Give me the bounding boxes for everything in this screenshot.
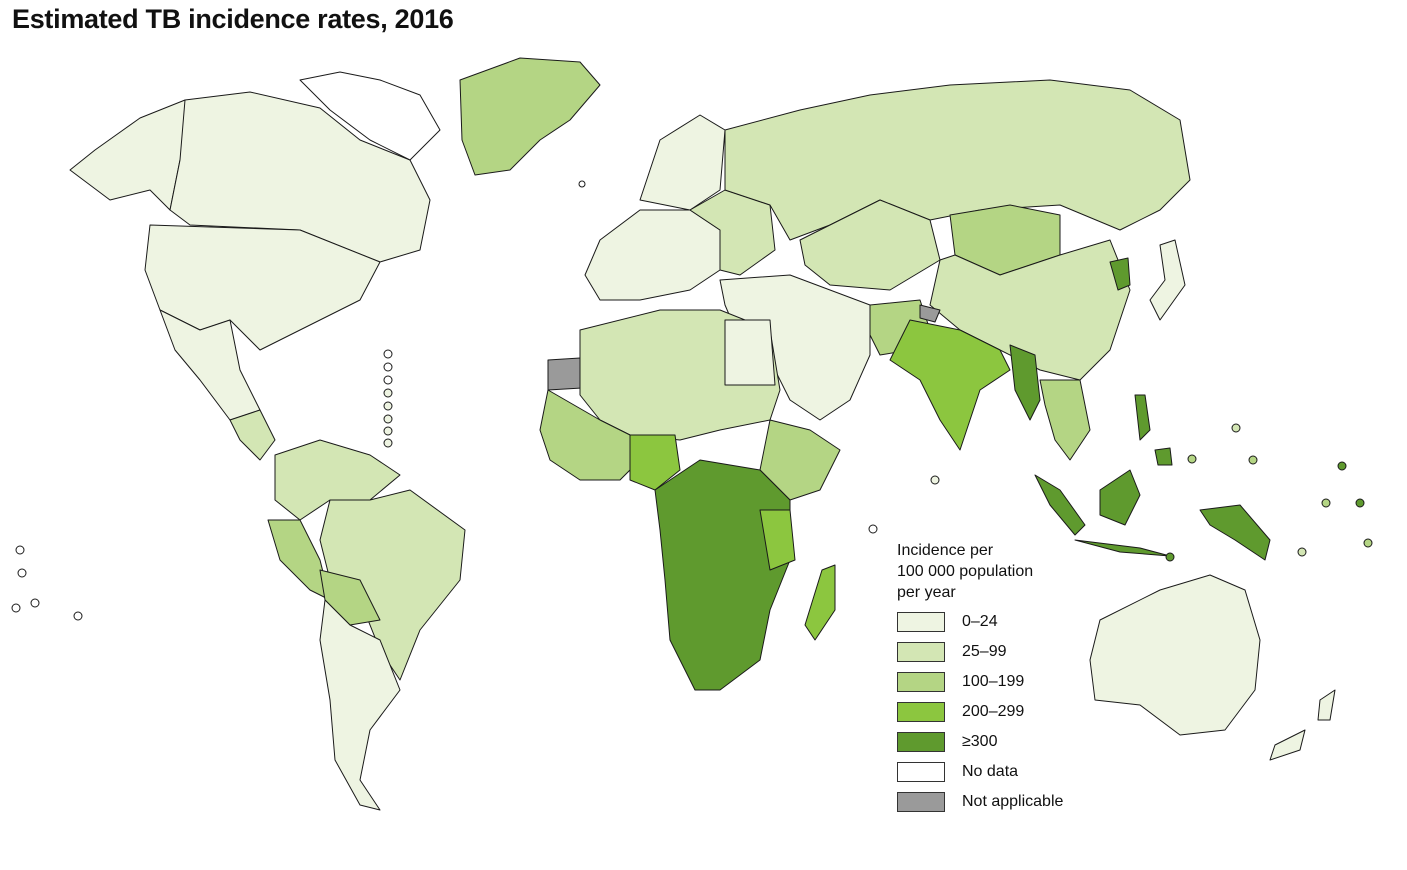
region-east-africa	[759, 509, 796, 571]
legend-title: Incidence per 100 000 population per yea…	[897, 542, 1034, 601]
legend-item: Not applicable	[897, 787, 1063, 817]
legend-item: 200–299	[897, 697, 1063, 727]
region-canada	[169, 91, 431, 263]
legend-label: 100–199	[962, 673, 1025, 690]
map-legend: Incidence per 100 000 population per yea…	[897, 540, 1063, 817]
legend-swatch	[897, 672, 945, 692]
island-markers	[11, 180, 1373, 621]
legend-item: ≥300	[897, 727, 1063, 757]
legend-label: No data	[962, 763, 1019, 780]
region-new-zealand	[1269, 689, 1336, 761]
legend-item: 0–24	[897, 607, 1063, 637]
legend-item: 100–199	[897, 667, 1063, 697]
region-central-america	[229, 409, 276, 461]
region-myanmar	[1009, 344, 1041, 421]
map-title: Estimated TB incidence rates, 2016	[12, 4, 454, 34]
region-philippines	[1134, 394, 1173, 466]
region-southeast-asia	[1039, 379, 1091, 461]
region-greenland	[459, 57, 601, 176]
legend-swatch	[897, 762, 945, 782]
legend-items: 0–24 25–99 100–199 200–299 ≥300 No data …	[897, 607, 1063, 817]
region-indonesia	[1034, 469, 1271, 561]
region-peru	[267, 519, 331, 601]
region-russia	[724, 79, 1191, 241]
region-usa	[144, 224, 381, 351]
region-kazakhstan	[799, 199, 941, 291]
legend-label: 200–299	[962, 703, 1025, 720]
region-japan	[1149, 239, 1186, 321]
region-kashmir	[919, 304, 941, 323]
legend-swatch	[897, 732, 945, 752]
region-central-southern-africa	[654, 459, 791, 691]
region-egypt	[724, 319, 776, 386]
region-australia	[1089, 574, 1261, 736]
legend-label: 0–24	[962, 613, 998, 630]
world-map	[11, 57, 1373, 811]
region-arctic-islands	[299, 71, 441, 161]
region-bolivia	[319, 569, 381, 626]
region-north-korea	[1109, 257, 1131, 291]
region-madagascar	[804, 564, 836, 641]
legend-item: No data	[897, 757, 1063, 787]
region-nigeria	[629, 434, 681, 491]
region-west-africa	[539, 389, 641, 481]
legend-label: 25–99	[962, 643, 1007, 660]
legend-item: 25–99	[897, 637, 1063, 667]
region-india	[889, 319, 1011, 451]
region-scandinavia	[639, 114, 726, 211]
legend-swatch	[897, 612, 945, 632]
region-western-sahara	[547, 357, 583, 391]
legend-swatch	[897, 792, 945, 812]
legend-swatch	[897, 642, 945, 662]
legend-label: Not applicable	[962, 793, 1064, 810]
region-argentina-chile	[319, 599, 401, 811]
region-western-europe	[584, 209, 721, 301]
legend-swatch	[897, 702, 945, 722]
legend-label: ≥300	[962, 733, 998, 750]
